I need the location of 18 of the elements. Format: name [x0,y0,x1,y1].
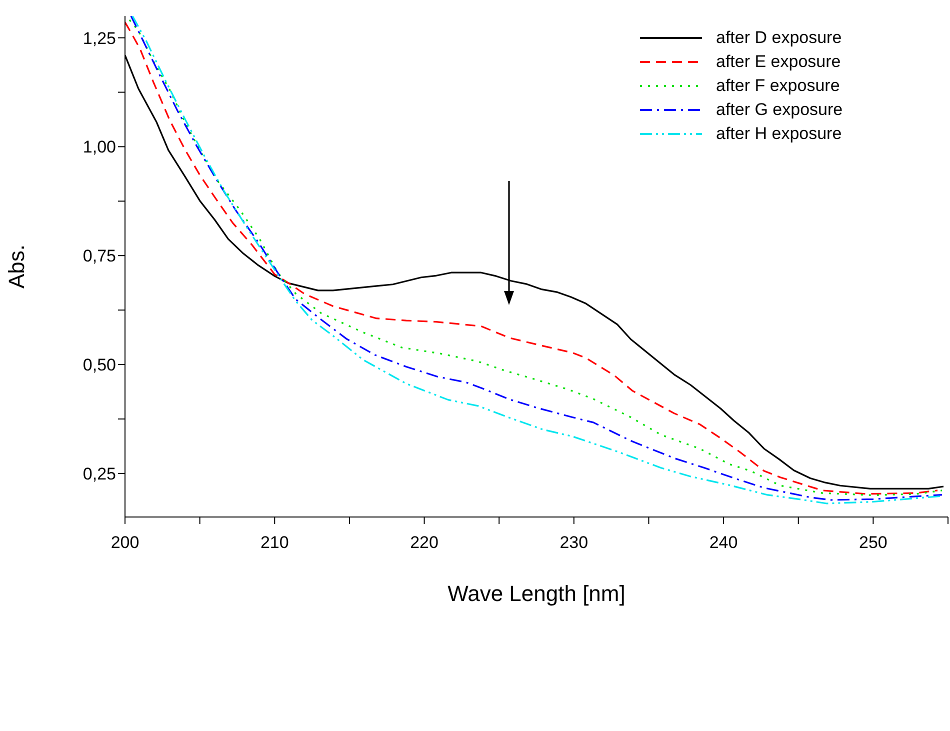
x-tick-label: 200 [110,533,140,552]
x-axis-title: Wave Length [nm] [448,581,626,606]
x-tick-label: 230 [560,533,588,552]
legend-label: after G exposure [716,100,843,120]
legend-label: after H exposure [716,124,842,144]
x-tick-label: 240 [709,533,738,552]
y-tick-label: 0,75 [82,246,116,266]
y-axis-title: Abs. [4,244,29,289]
y-tick-label: 1,25 [82,28,116,48]
legend-label: after E exposure [716,52,841,72]
legend-label: after D exposure [716,28,842,48]
x-tick-label: 220 [410,533,438,552]
legend-label: after F exposure [716,76,840,96]
x-tick-label: 250 [858,533,888,552]
x-tick-label: 210 [260,533,289,552]
y-tick-label: 0,25 [82,464,116,484]
y-tick-label: 0,50 [82,356,116,375]
y-tick-label: 1,00 [82,138,116,157]
